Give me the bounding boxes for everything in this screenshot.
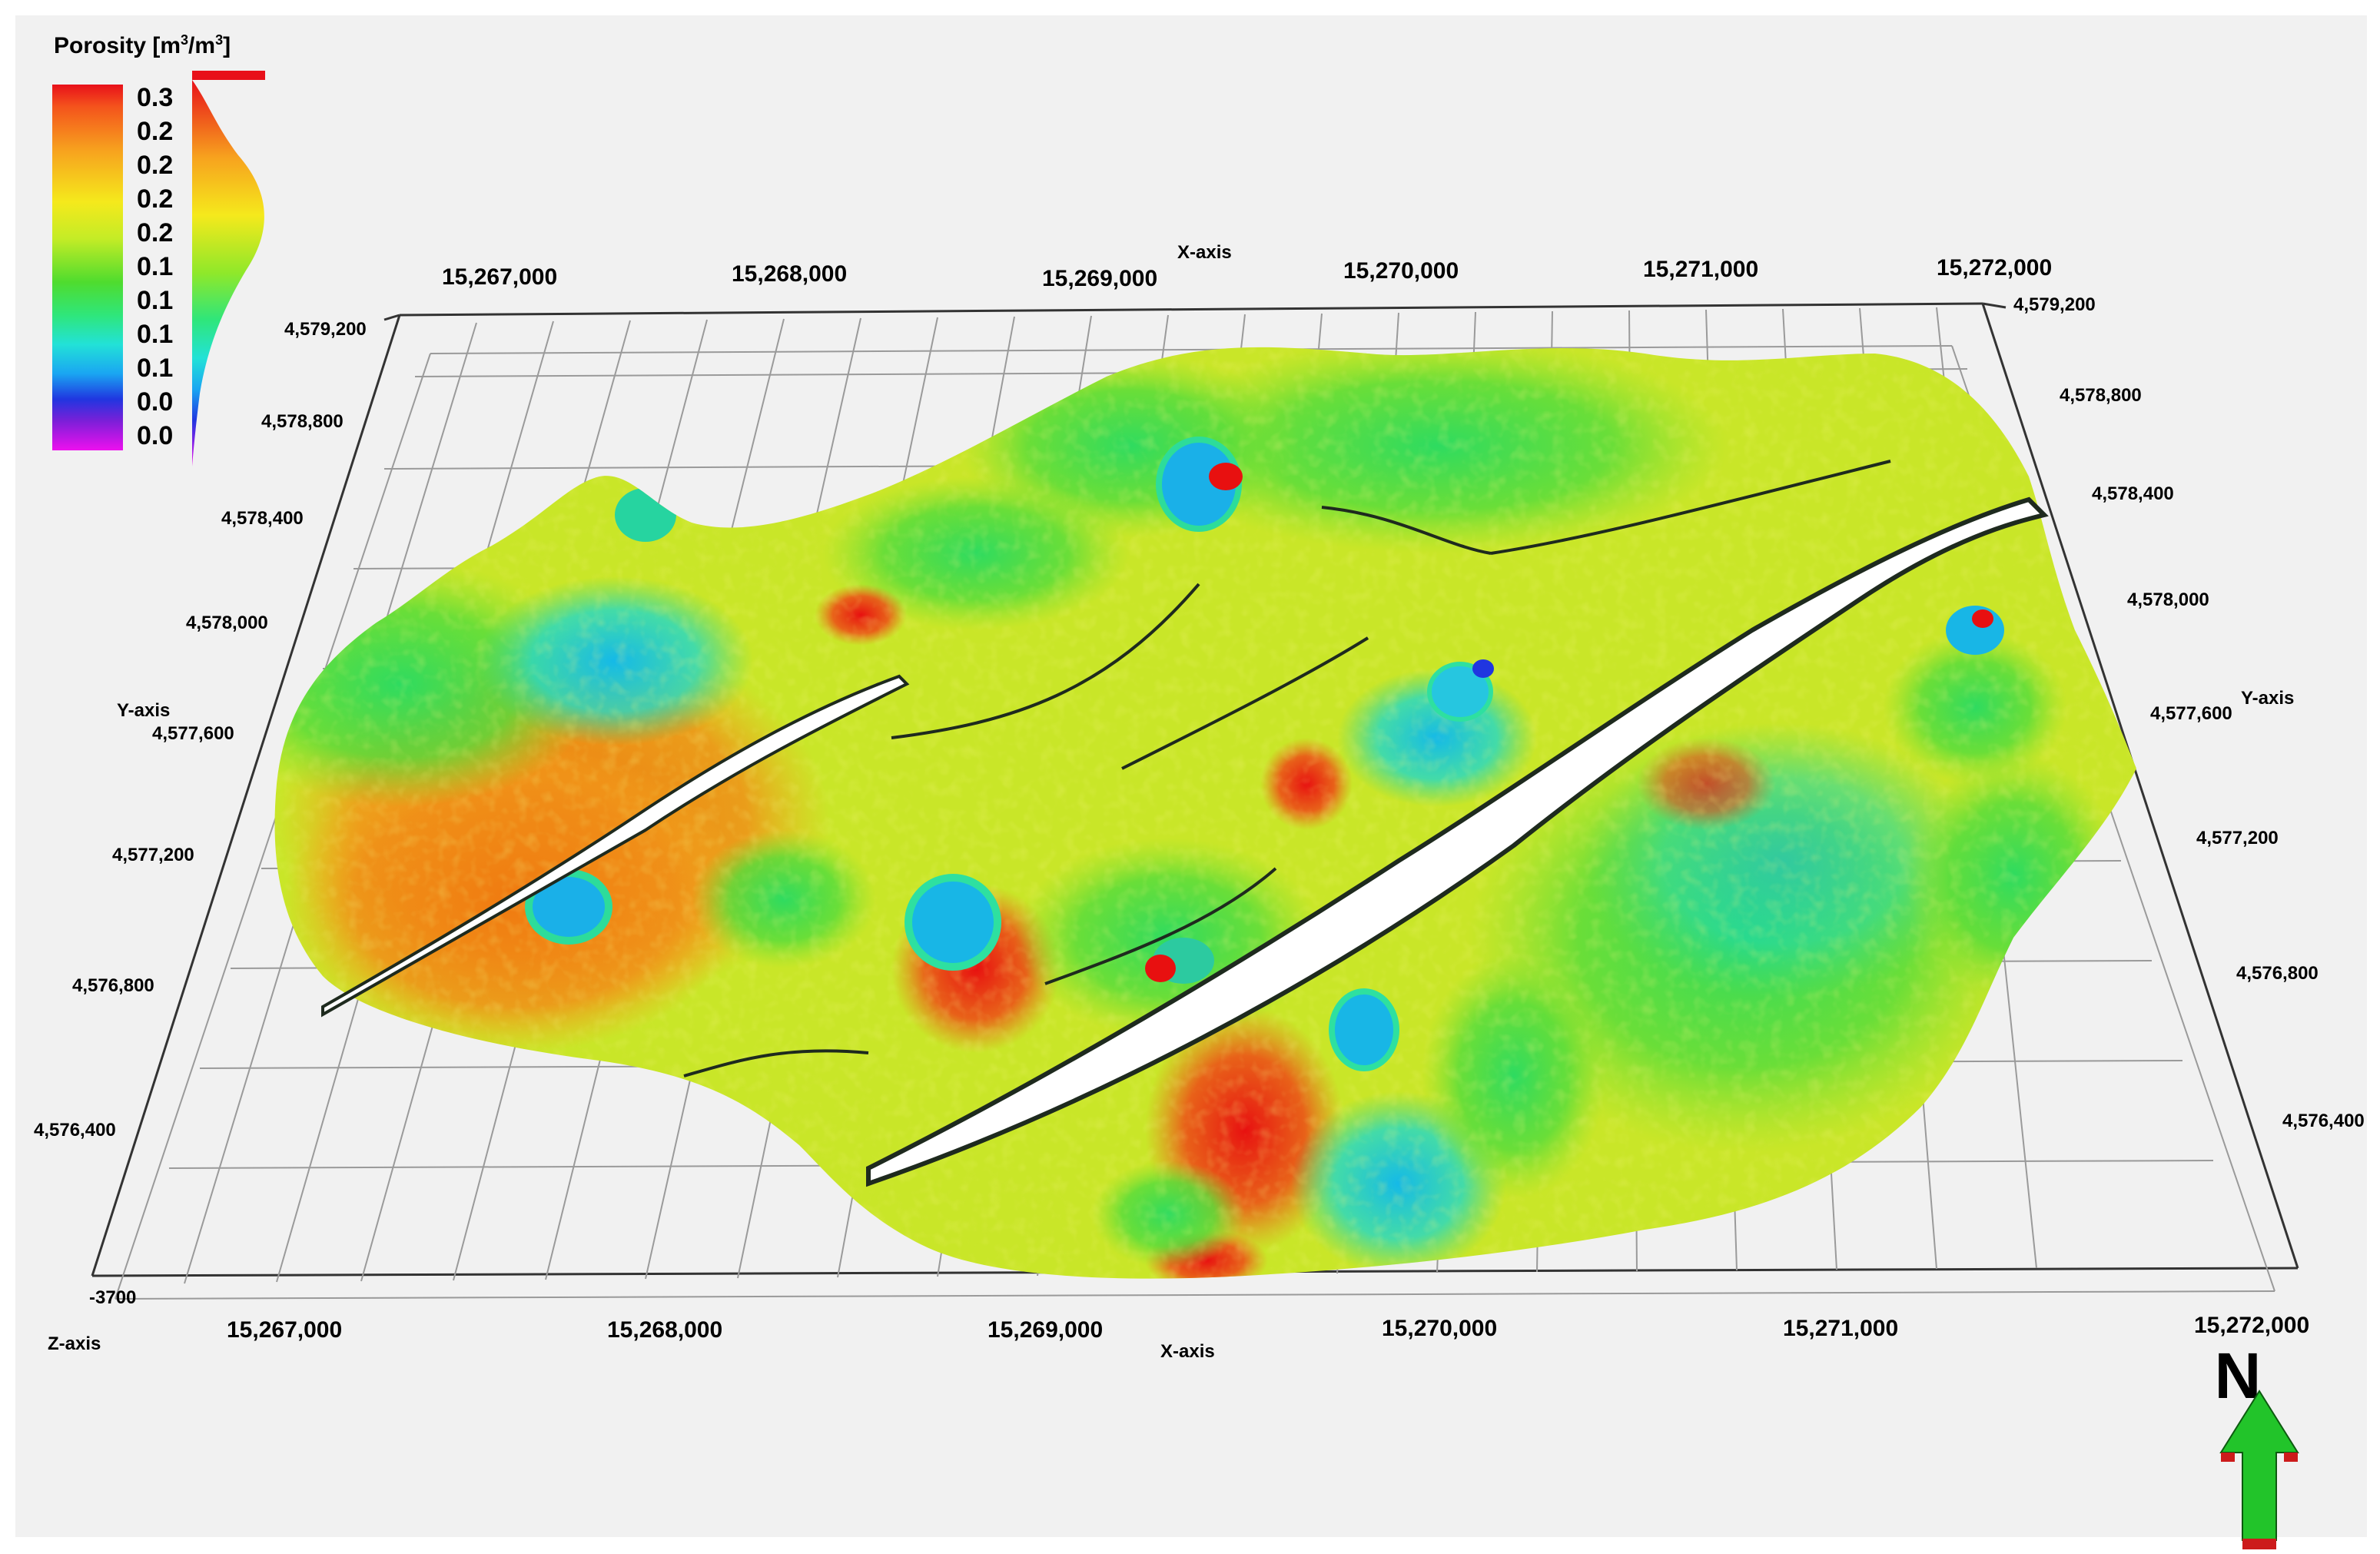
legend-title-mid: /m — [188, 33, 216, 58]
x-tick-bottom: 15,267,000 — [227, 1317, 342, 1343]
y-axis-label-right: Y-axis — [2241, 688, 2294, 709]
x-tick-bottom: 15,270,000 — [1382, 1316, 1497, 1341]
x-tick-top: 15,271,000 — [1643, 257, 1758, 282]
y-tick-left: 4,576,800 — [72, 975, 154, 996]
legend-tick-labels: 0.3 0.2 0.2 0.2 0.2 0.1 0.1 0.1 0.1 0.0 … — [137, 83, 198, 467]
y-tick-right: 4,578,800 — [2060, 385, 2142, 406]
fault-lines — [683, 460, 1891, 1078]
legend-title: Porosity [m3/m3] — [54, 32, 231, 59]
y-tick-left: 4,576,400 — [34, 1120, 116, 1141]
x-tick-top: 15,267,000 — [442, 264, 557, 290]
y-tick-right: 4,578,000 — [2127, 589, 2209, 610]
x-axis-label-top: X-axis — [1177, 242, 1232, 263]
fault-gaps — [321, 496, 2049, 1187]
legend-tick: 0.1 — [137, 320, 174, 349]
y-tick-left: 4,577,600 — [152, 723, 234, 744]
north-arrow-icon — [2219, 1390, 2299, 1549]
y-tick-right: 4,579,200 — [2013, 294, 2096, 315]
x-tick-bottom: 15,272,000 — [2194, 1313, 2309, 1338]
y-tick-left: 4,578,000 — [186, 613, 268, 633]
porosity-surface — [274, 347, 2136, 1279]
y-tick-right: 4,576,400 — [2282, 1111, 2365, 1131]
legend-tick: 0.3 — [137, 83, 174, 112]
legend-tick: 0.2 — [137, 218, 174, 247]
y-tick-left: 4,578,800 — [261, 411, 344, 432]
y-tick-right: 4,576,800 — [2236, 963, 2319, 984]
y-tick-right: 4,577,200 — [2196, 828, 2279, 848]
z-axis-label: Z-axis — [48, 1333, 101, 1354]
legend-tick: 0.2 — [137, 117, 174, 146]
legend-title-sup2: 3 — [215, 32, 224, 48]
y-tick-left: 4,578,400 — [221, 508, 304, 529]
y-tick-right: 4,578,400 — [2092, 483, 2174, 504]
y-axis-label-left: Y-axis — [117, 700, 170, 721]
x-tick-top: 15,272,000 — [1937, 255, 2052, 281]
x-tick-bottom: 15,271,000 — [1783, 1316, 1898, 1341]
x-tick-top: 15,270,000 — [1343, 258, 1459, 284]
legend-title-sup1: 3 — [181, 32, 189, 48]
legend-tick: 0.1 — [137, 286, 174, 315]
x-axis-label-bottom: X-axis — [1160, 1341, 1215, 1362]
y-tick-left: 4,579,200 — [284, 319, 367, 340]
x-tick-top: 15,268,000 — [732, 261, 847, 287]
legend-title-end: ] — [223, 33, 231, 58]
z-axis-value: -3700 — [89, 1287, 136, 1308]
legend-tick: 0.1 — [137, 252, 174, 281]
legend-histogram — [192, 71, 265, 467]
viewer-canvas[interactable]: Porosity [m3/m3] 0.3 0.2 0.2 0.2 0.2 0.1… — [15, 15, 2367, 1549]
reservoir-3d-view[interactable]: X-axis X-axis Y-axis Y-axis Z-axis -3700… — [15, 15, 2367, 1537]
legend-tick: 0.2 — [137, 184, 174, 214]
legend-title-text: Porosity [m — [54, 33, 181, 58]
frame-ticks — [383, 302, 2007, 321]
legend-tick: 0.0 — [137, 421, 174, 450]
legend-tick: 0.2 — [137, 151, 174, 180]
x-tick-bottom: 15,268,000 — [607, 1317, 722, 1343]
y-tick-left: 4,577,200 — [112, 845, 194, 865]
legend-color-bar — [52, 85, 123, 450]
legend-tick: 0.0 — [137, 387, 174, 417]
legend-tick: 0.1 — [137, 354, 174, 383]
y-tick-right: 4,577,600 — [2150, 703, 2232, 724]
x-tick-top: 15,269,000 — [1042, 266, 1157, 291]
x-tick-bottom: 15,269,000 — [988, 1317, 1103, 1343]
